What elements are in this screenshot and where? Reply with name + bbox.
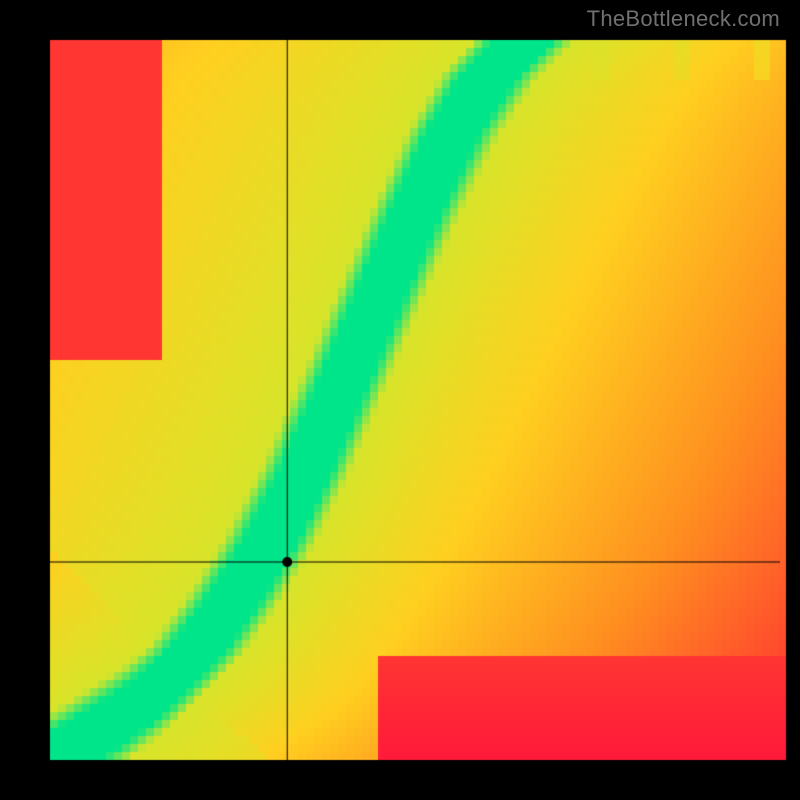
- bottleneck-heatmap: [0, 0, 800, 800]
- watermark-text: TheBottleneck.com: [587, 6, 780, 32]
- chart-root: TheBottleneck.com: [0, 0, 800, 800]
